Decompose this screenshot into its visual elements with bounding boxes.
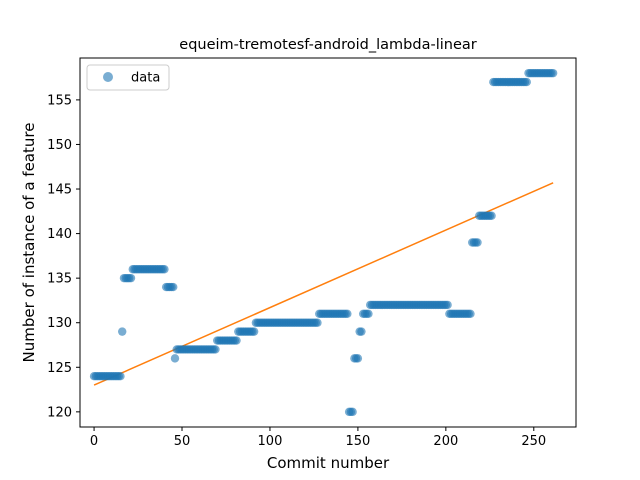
data-point	[249, 327, 259, 336]
x-tick-label: 50	[174, 434, 191, 449]
data-point	[313, 318, 322, 327]
y-tick-label: 140	[47, 227, 72, 242]
legend-marker-data	[103, 72, 113, 82]
plot-area	[80, 58, 576, 427]
data-point	[160, 265, 169, 274]
data-point	[348, 407, 357, 417]
y-tick-label: 120	[47, 405, 72, 420]
y-tick-label: 155	[47, 93, 72, 108]
x-axis: 0 50 100 150 200 250	[90, 427, 546, 449]
data-point	[487, 211, 496, 220]
legend-box	[86, 64, 170, 91]
data-point	[126, 273, 136, 283]
x-axis-label: Commit number	[267, 454, 390, 472]
x-tick-label: 250	[521, 434, 546, 449]
x-tick-label: 150	[345, 434, 370, 449]
y-tick-label: 150	[47, 138, 72, 153]
legend: data	[86, 64, 170, 91]
data-points-layer	[89, 68, 558, 417]
x-tick-label: 100	[258, 434, 283, 449]
plot-frame	[79, 57, 577, 428]
data-point	[116, 372, 125, 381]
y-axis: 120 125 130 135 140 145 150 155	[47, 93, 80, 420]
data-point	[364, 309, 373, 318]
y-axis-label: Number of instance of a feature	[20, 123, 38, 363]
data-point	[232, 336, 241, 345]
data-point	[353, 354, 363, 363]
chart-title: equeim-tremotesf-android_lambda-linear	[179, 37, 476, 53]
x-tick-label: 0	[90, 434, 98, 449]
legend-label-data: data	[131, 71, 160, 86]
x-tick-label: 200	[433, 434, 458, 449]
data-point	[522, 77, 531, 87]
data-point	[473, 238, 482, 247]
y-tick-label: 145	[47, 183, 72, 198]
data-point	[357, 327, 366, 336]
data-point	[466, 309, 475, 318]
data-point	[169, 282, 178, 292]
data-point	[443, 300, 452, 310]
y-tick-label: 135	[47, 272, 72, 287]
data-point	[211, 345, 220, 354]
data-point	[343, 309, 352, 318]
data-point	[548, 68, 558, 78]
y-tick-label: 125	[47, 361, 72, 376]
data-point	[118, 327, 127, 336]
data-point	[170, 354, 180, 363]
y-tick-label: 130	[47, 316, 72, 331]
